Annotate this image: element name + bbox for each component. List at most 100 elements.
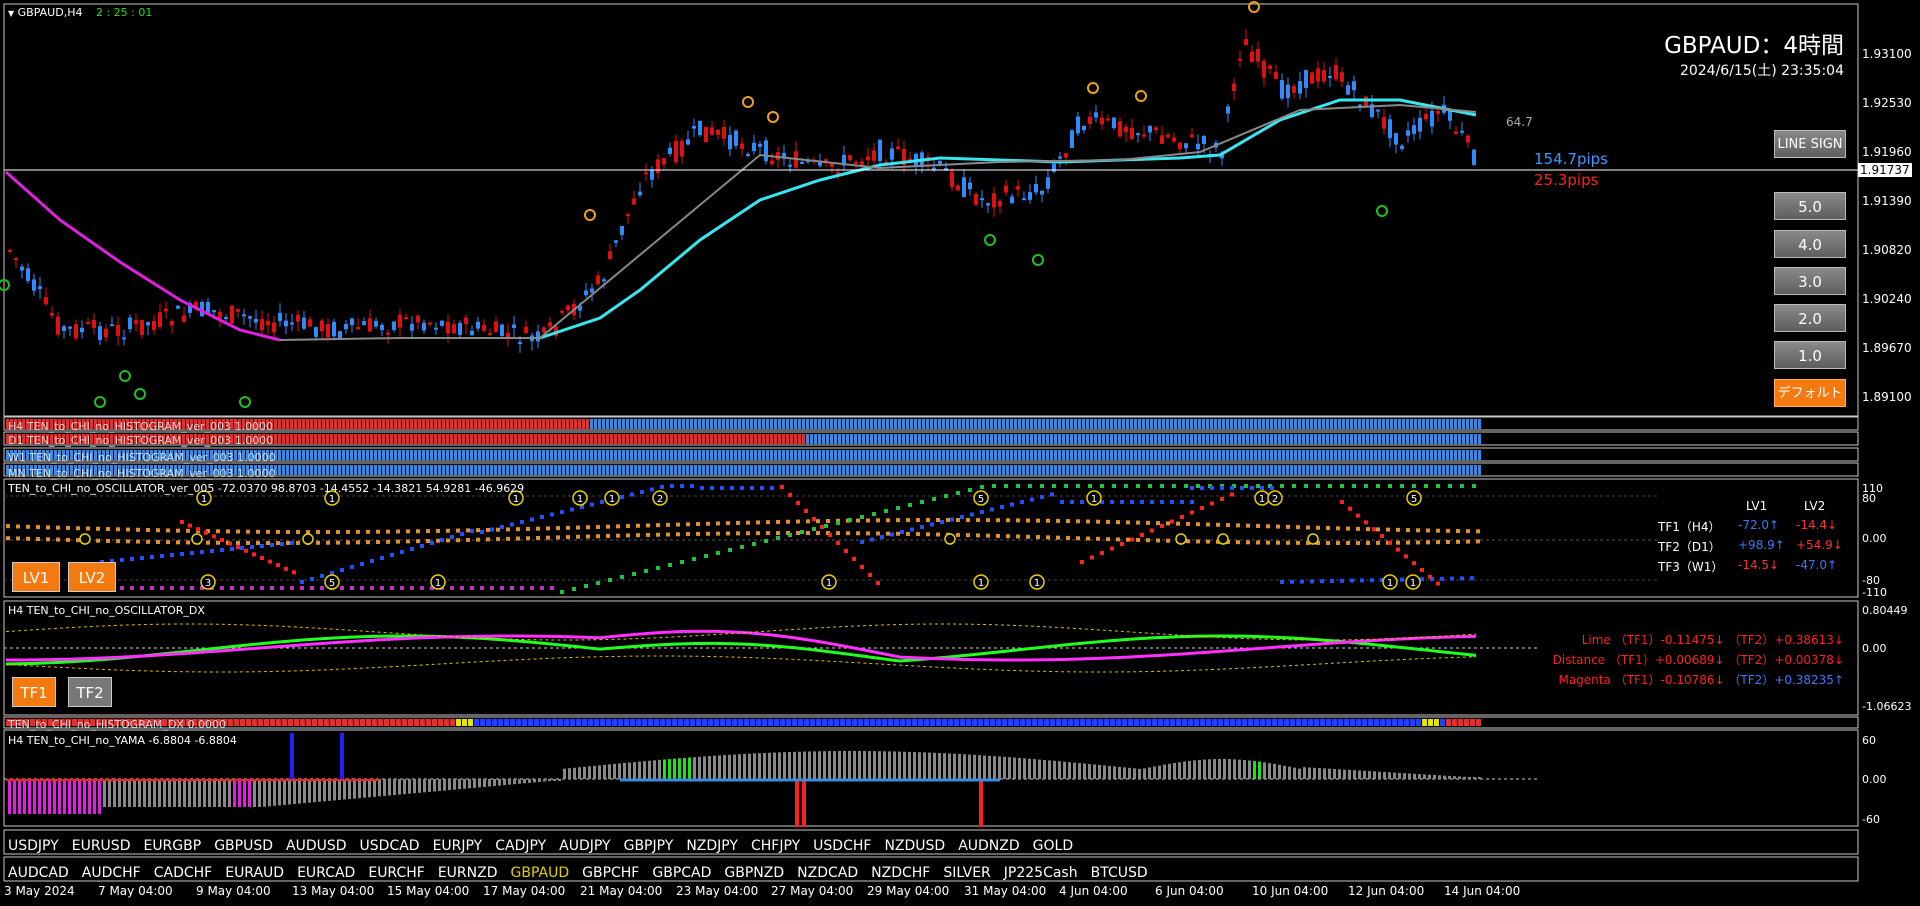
symbol-btcusd[interactable]: BTCUSD — [1090, 865, 1148, 881]
symbol-cadchf[interactable]: CADCHF — [153, 865, 213, 881]
candle-body — [428, 322, 432, 325]
symbol-nzdcad[interactable]: NZDCAD — [797, 865, 859, 881]
value-3-button[interactable]: 3.0 — [1774, 267, 1846, 295]
histogram-dx-bar — [30, 719, 35, 726]
symbol-euraud[interactable]: EURAUD — [225, 865, 285, 881]
histogram-bar — [174, 465, 177, 475]
symbol-eurgbp[interactable]: EURGBP — [143, 838, 202, 854]
symbol-silver[interactable]: SILVER — [943, 865, 991, 881]
histogram-bar — [386, 465, 389, 475]
osc-dot — [1110, 500, 1114, 504]
value-5-button[interactable]: 5.0 — [1774, 192, 1846, 220]
osc-dot — [1256, 540, 1260, 545]
histogram-bar — [1258, 434, 1261, 444]
histogram-bar — [78, 434, 81, 444]
symbol-nzdjpy[interactable]: NZDJPY — [686, 838, 738, 854]
line-sign-button[interactable]: LINE SIGN — [1774, 130, 1846, 158]
symbol-usdchf[interactable]: USDCHF — [813, 838, 872, 854]
symbol-eurchf[interactable]: EURCHF — [368, 865, 425, 881]
osc-dot — [1060, 500, 1064, 504]
osc-dot — [266, 529, 270, 534]
histogram-bar — [1110, 450, 1113, 460]
tf-row-label: TF2（D1） — [1658, 540, 1721, 554]
tf1-button[interactable]: TF1 — [12, 677, 56, 707]
histogram-bar — [730, 419, 733, 429]
osc-dot — [844, 549, 848, 553]
histogram-dx-bar — [600, 719, 605, 726]
symbol-eurjpy[interactable]: EURJPY — [432, 838, 483, 854]
osc-dot — [340, 568, 344, 572]
osc-dot — [1236, 540, 1240, 545]
symbol-gbpusd[interactable]: GBPUSD — [214, 838, 273, 854]
symbol-audcad[interactable]: AUDCAD — [8, 865, 69, 881]
symbol-nzdusd[interactable]: NZDUSD — [884, 838, 946, 854]
osc-dot — [640, 490, 644, 494]
histogram-bar — [890, 450, 893, 460]
histogram-bar — [126, 434, 129, 444]
symbol-gbpcad[interactable]: GBPCAD — [652, 865, 712, 881]
histogram-bar — [574, 419, 577, 429]
value-4-button[interactable]: 4.0 — [1774, 230, 1846, 258]
osc-dot — [560, 510, 564, 514]
histogram-bar — [1266, 465, 1269, 475]
histogram-bar — [614, 434, 617, 444]
histogram-bar — [666, 450, 669, 460]
candle-body — [728, 135, 732, 150]
symbol-usdjpy[interactable]: USDJPY — [8, 838, 59, 854]
histogram-bar — [598, 465, 601, 475]
symbol-gbpjpy[interactable]: GBPJPY — [623, 838, 674, 854]
symbol-audjpy[interactable]: AUDJPY — [559, 838, 611, 854]
lv2-button[interactable]: LV2 — [68, 562, 116, 592]
histogram-bar — [670, 419, 673, 429]
histogram-bar — [662, 465, 665, 475]
yama-bar — [1388, 772, 1391, 779]
yama-bar — [963, 754, 966, 779]
symbol-eurcad[interactable]: EURCAD — [297, 865, 356, 881]
symbol-cadjpy[interactable]: CADJPY — [495, 838, 547, 854]
symbol-chfjpy[interactable]: CHFJPY — [750, 838, 801, 854]
symbol-audusd[interactable]: AUDUSD — [286, 838, 347, 854]
osc-dot — [970, 512, 974, 517]
panel-frame — [3, 829, 1859, 855]
histogram-bar — [810, 419, 813, 429]
osc-dot — [336, 540, 340, 545]
default-button[interactable]: デフォルト — [1774, 379, 1846, 407]
yama-bar — [58, 779, 61, 814]
histogram-bar — [214, 450, 217, 460]
signal-circle-green — [1376, 205, 1388, 217]
symbol-gbpchf[interactable]: GBPCHF — [582, 865, 640, 881]
histogram-bar — [230, 465, 233, 475]
histogram-bar — [138, 465, 141, 475]
value-1-button[interactable]: 1.0 — [1774, 341, 1846, 369]
histogram-bar — [934, 450, 937, 460]
symbol-gold[interactable]: GOLD — [1032, 838, 1074, 854]
symbol-gbpaud[interactable]: GBPAUD — [510, 865, 570, 881]
symbol-eurnzd[interactable]: EURNZD — [437, 865, 498, 881]
yama-bar — [38, 779, 41, 814]
lv1-button[interactable]: LV1 — [12, 562, 60, 592]
symbol-audchf[interactable]: AUDCHF — [81, 865, 141, 881]
symbol-nzdchf[interactable]: NZDCHF — [871, 865, 931, 881]
symbol-jp225cash[interactable]: JP225Cash — [1003, 865, 1078, 881]
histogram-bar — [622, 419, 625, 429]
osc-dot — [550, 512, 554, 517]
histogram-bar — [806, 419, 809, 429]
candle-body — [1304, 70, 1308, 89]
tf2-button[interactable]: TF2 — [68, 677, 112, 707]
symbol-eurusd[interactable]: EURUSD — [71, 838, 131, 854]
histogram-bar — [62, 450, 65, 460]
histogram-bar — [342, 419, 345, 429]
osc-dot — [872, 512, 876, 516]
histogram-bar — [870, 450, 873, 460]
candle-body — [32, 279, 36, 291]
value-2-button[interactable]: 2.0 — [1774, 304, 1846, 332]
histogram-dx-bar — [330, 719, 335, 726]
histogram-bar — [1026, 450, 1029, 460]
osc-dot — [1320, 579, 1324, 584]
symbol-audnzd[interactable]: AUDNZD — [958, 838, 1020, 854]
osc-dot — [216, 529, 220, 534]
osc-dot — [1460, 576, 1464, 581]
symbol-gbpnzd[interactable]: GBPNZD — [724, 865, 785, 881]
symbol-usdcad[interactable]: USDCAD — [359, 838, 420, 854]
